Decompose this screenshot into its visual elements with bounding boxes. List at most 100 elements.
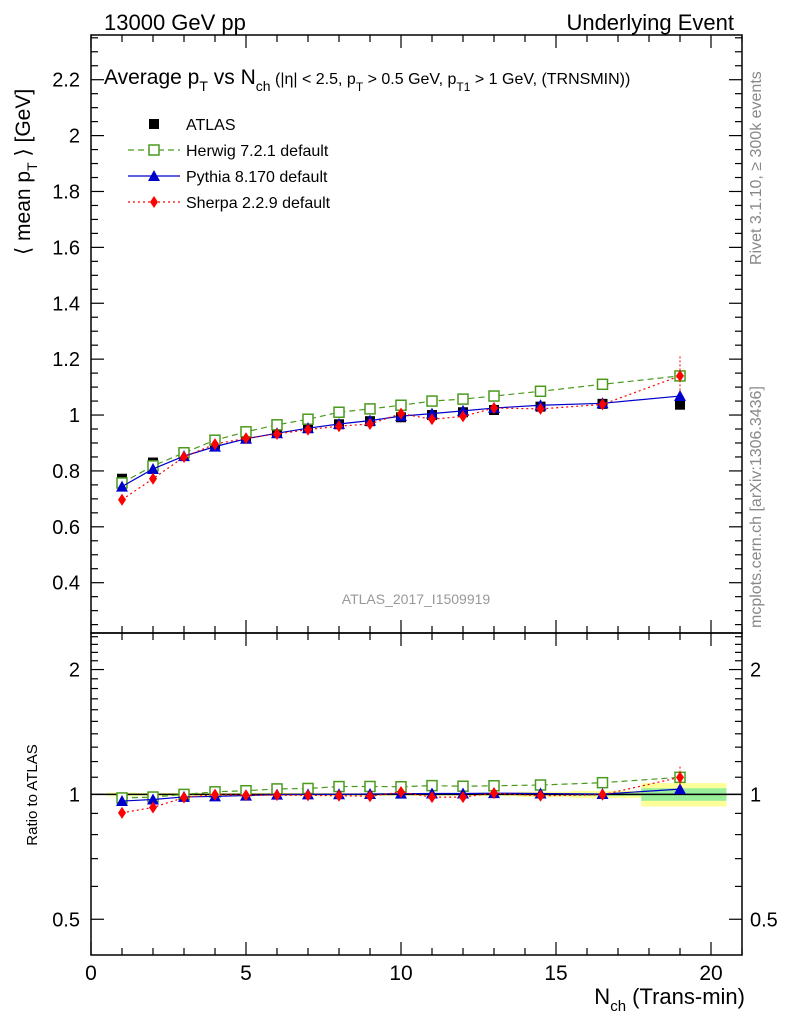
ratio-tick-label: 0.5 xyxy=(52,909,80,931)
data-point xyxy=(149,801,157,814)
data-point xyxy=(428,413,436,426)
ratio-panel-series xyxy=(116,766,686,819)
x-tick-label: 15 xyxy=(544,962,567,985)
data-point xyxy=(180,791,188,804)
y-tick-label: 1.4 xyxy=(52,293,80,315)
y-tick-label: 0.8 xyxy=(52,461,80,483)
data-point xyxy=(676,771,684,784)
axes-layer: 0 5 10 15 20 0.4 0.6 0.8 1 1.2 1.4 1.6 1.8 2 2.2 0.5 0.5… xyxy=(52,34,778,985)
data-point xyxy=(366,790,374,803)
legend-label: ATLAS xyxy=(186,117,236,134)
title-sub: T xyxy=(356,80,364,94)
data-point xyxy=(242,789,250,802)
data-point xyxy=(147,793,159,805)
ratio-series-line xyxy=(121,788,681,802)
series-line xyxy=(121,395,681,488)
data-point xyxy=(211,438,219,451)
data-point xyxy=(490,402,498,415)
data-point xyxy=(147,462,159,474)
data-point xyxy=(366,417,374,430)
header-right: Underlying Event xyxy=(566,10,734,35)
header-left: 13000 GeV pp xyxy=(104,10,246,35)
y-tick-label: 0.6 xyxy=(52,517,80,539)
ratio-tick-label: 1 xyxy=(69,784,80,806)
data-point xyxy=(148,144,160,156)
series-open-square xyxy=(116,370,686,489)
data-point xyxy=(364,403,376,415)
data-point xyxy=(118,493,126,506)
title-part: vs N xyxy=(208,66,256,89)
x-axis-label-sub: ch xyxy=(610,998,626,1015)
data-point xyxy=(426,407,438,419)
data-point xyxy=(596,378,609,391)
data-point xyxy=(490,787,498,800)
title-part: > 1 GeV, (TRNSMIN)) xyxy=(470,71,630,88)
ratio-series-diamond xyxy=(118,771,684,819)
y-tick-label: 2.2 xyxy=(52,70,80,92)
y-tick-label: 2 xyxy=(69,126,80,148)
data-point xyxy=(150,196,158,208)
data-point xyxy=(116,795,128,807)
ratio-tick-label-right: 2 xyxy=(750,660,761,682)
y-tick-label: 1.2 xyxy=(52,349,80,371)
title-sub: ch xyxy=(256,78,271,94)
data-point xyxy=(457,404,469,416)
data-point xyxy=(534,385,547,398)
data-point xyxy=(459,410,467,423)
x-axis-label-main: N xyxy=(594,984,610,1009)
data-point xyxy=(674,390,686,402)
data-point xyxy=(488,390,500,402)
data-point xyxy=(242,432,250,445)
title-part: Average p xyxy=(104,66,199,89)
title-part: > 0.5 GeV, p xyxy=(363,71,456,88)
data-point xyxy=(118,806,126,819)
analysis-watermark: ATLAS_2017_I1509919 xyxy=(342,591,491,607)
rivet-label: Rivet 3.1.10, ≥ 300k events xyxy=(748,71,765,265)
data-point xyxy=(304,423,312,436)
data-point xyxy=(211,788,219,801)
y-tick-label: 1.6 xyxy=(52,237,80,259)
ratio-y-axis-label: Ratio to ATLAS xyxy=(24,744,41,845)
y-axis-label: ⟨ mean pT ⟩ [GeV] xyxy=(12,89,40,255)
data-point xyxy=(426,395,438,407)
y-axis-label-tail: ⟩ [GeV] xyxy=(12,89,35,163)
x-axis-label: Nch (Trans-min) xyxy=(594,984,745,1015)
y-axis-label-main: ⟨ mean p xyxy=(12,171,35,255)
data-point xyxy=(459,791,467,804)
y-axis-label-sub: T xyxy=(24,162,40,171)
data-point xyxy=(596,776,609,789)
series-line xyxy=(121,375,681,484)
data-point xyxy=(675,399,685,410)
data-point xyxy=(148,170,160,181)
data-point xyxy=(335,789,343,802)
data-point xyxy=(116,480,128,492)
legend-label: Pythia 8.170 default xyxy=(186,169,328,186)
ratio-series-line xyxy=(121,776,681,799)
title-sub: T1 xyxy=(456,80,470,94)
legend-label: Sherpa 2.2.9 default xyxy=(186,195,331,212)
legend: ATLAS Herwig 7.2.1 default Pythia 8.170 de… xyxy=(128,117,331,212)
legend-label: Herwig 7.2.1 default xyxy=(186,143,329,160)
x-axis-label-tail: (Trans-min) xyxy=(626,984,745,1009)
data-point xyxy=(180,450,188,463)
title-part: (|η| < 2.5, p xyxy=(271,71,356,88)
ratio-tick-label-right: 0.5 xyxy=(750,909,778,931)
data-point xyxy=(536,402,545,415)
data-point xyxy=(149,472,157,485)
x-tick-label: 10 xyxy=(389,962,412,985)
data-point xyxy=(674,783,686,795)
data-point xyxy=(397,786,405,799)
data-point xyxy=(536,789,545,802)
data-point xyxy=(598,788,607,801)
series-diamond xyxy=(118,369,684,506)
data-point xyxy=(273,428,281,441)
data-point xyxy=(273,789,281,802)
main-panel-series xyxy=(116,356,686,506)
x-tick-label: 20 xyxy=(699,962,722,985)
y-tick-label: 1 xyxy=(69,405,80,427)
title-sub: T xyxy=(199,78,208,94)
mcplots-label: mcplots.cern.ch [arXiv:1306.3436] xyxy=(748,386,765,628)
data-point xyxy=(397,407,405,420)
data-point xyxy=(428,791,436,804)
